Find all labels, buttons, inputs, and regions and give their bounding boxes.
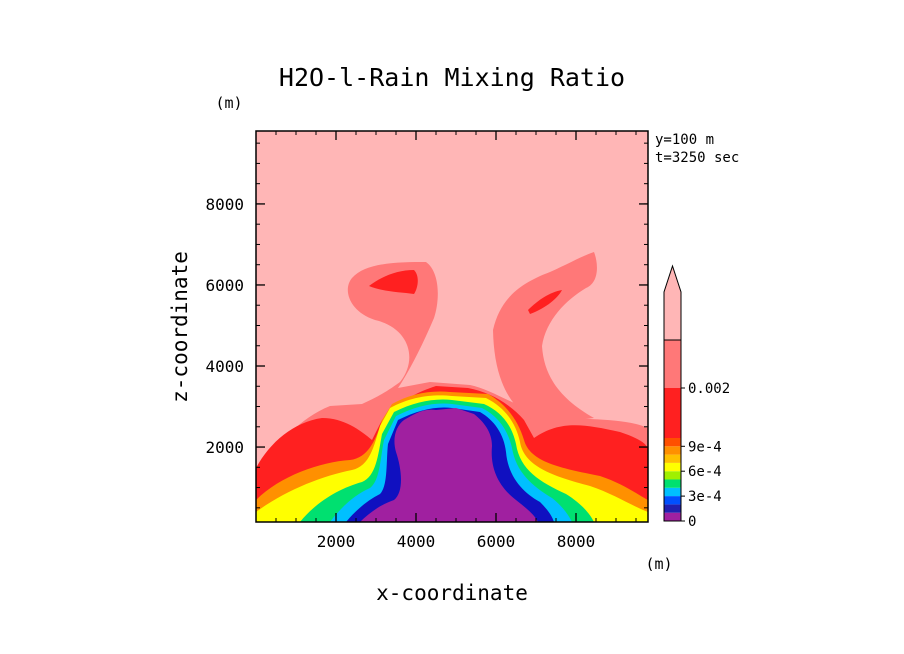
x-tick-label: 4000 xyxy=(397,532,436,551)
colorbar-bin xyxy=(664,487,681,497)
colorbar-bin xyxy=(664,462,681,472)
colorbar-bin xyxy=(664,340,681,388)
annotation-t: t=3250 sec xyxy=(655,150,739,166)
y-tick-label: 6000 xyxy=(205,276,244,295)
colorbar-tick-label: 0.002 xyxy=(688,381,730,397)
colorbar-tick-label: 3e-4 xyxy=(688,489,722,505)
x-axis-label: x-coordinate xyxy=(376,581,528,605)
y-tick-label: 8000 xyxy=(205,195,244,214)
y-axis-label: z-coordinate xyxy=(168,251,192,403)
y-unit-label: (m) xyxy=(215,94,242,112)
colorbar-labels: 0 3e-4 6e-4 9e-4 0.002 xyxy=(681,381,730,530)
colorbar-tick-label: 9e-4 xyxy=(688,439,722,455)
x-tick-label: 8000 xyxy=(557,532,596,551)
x-tick-labels: 2000 4000 6000 8000 xyxy=(317,532,596,551)
x-tick-label: 6000 xyxy=(477,532,516,551)
y-tick-label: 2000 xyxy=(205,438,244,457)
colorbar-bin xyxy=(664,446,681,455)
colorbar-bin xyxy=(664,454,681,463)
chart-title: H2O-l-Rain Mixing Ratio xyxy=(279,63,625,92)
x-unit-label: (m) xyxy=(645,555,672,573)
colorbar-bin xyxy=(664,438,681,447)
colorbar-bin xyxy=(664,471,681,480)
contour-red-blob-right xyxy=(528,290,562,314)
contour-salmon-plume-right xyxy=(493,252,597,424)
y-tick-labels: 2000 4000 6000 8000 xyxy=(205,195,244,457)
contour-red-blob-left xyxy=(369,270,418,294)
colorbar-bin xyxy=(664,504,681,513)
plot-frame xyxy=(255,130,649,523)
contour-purple-core xyxy=(360,408,538,522)
y-tick-label: 4000 xyxy=(205,357,244,376)
colorbar-bin xyxy=(664,479,681,488)
colorbar-frame xyxy=(663,339,682,522)
colorbar-bin xyxy=(664,512,681,521)
x-tick-label: 2000 xyxy=(317,532,356,551)
colorbar-bin xyxy=(664,496,681,505)
colorbar-tick-label: 0 xyxy=(688,514,696,530)
annotation-y: y=100 m xyxy=(655,132,714,148)
colorbar xyxy=(663,264,682,522)
contour-field xyxy=(256,131,648,522)
colorbar-tick-label: 6e-4 xyxy=(688,464,722,480)
colorbar-bin xyxy=(664,388,681,438)
colorbar-extension xyxy=(663,264,682,341)
major-ticks xyxy=(256,131,648,522)
